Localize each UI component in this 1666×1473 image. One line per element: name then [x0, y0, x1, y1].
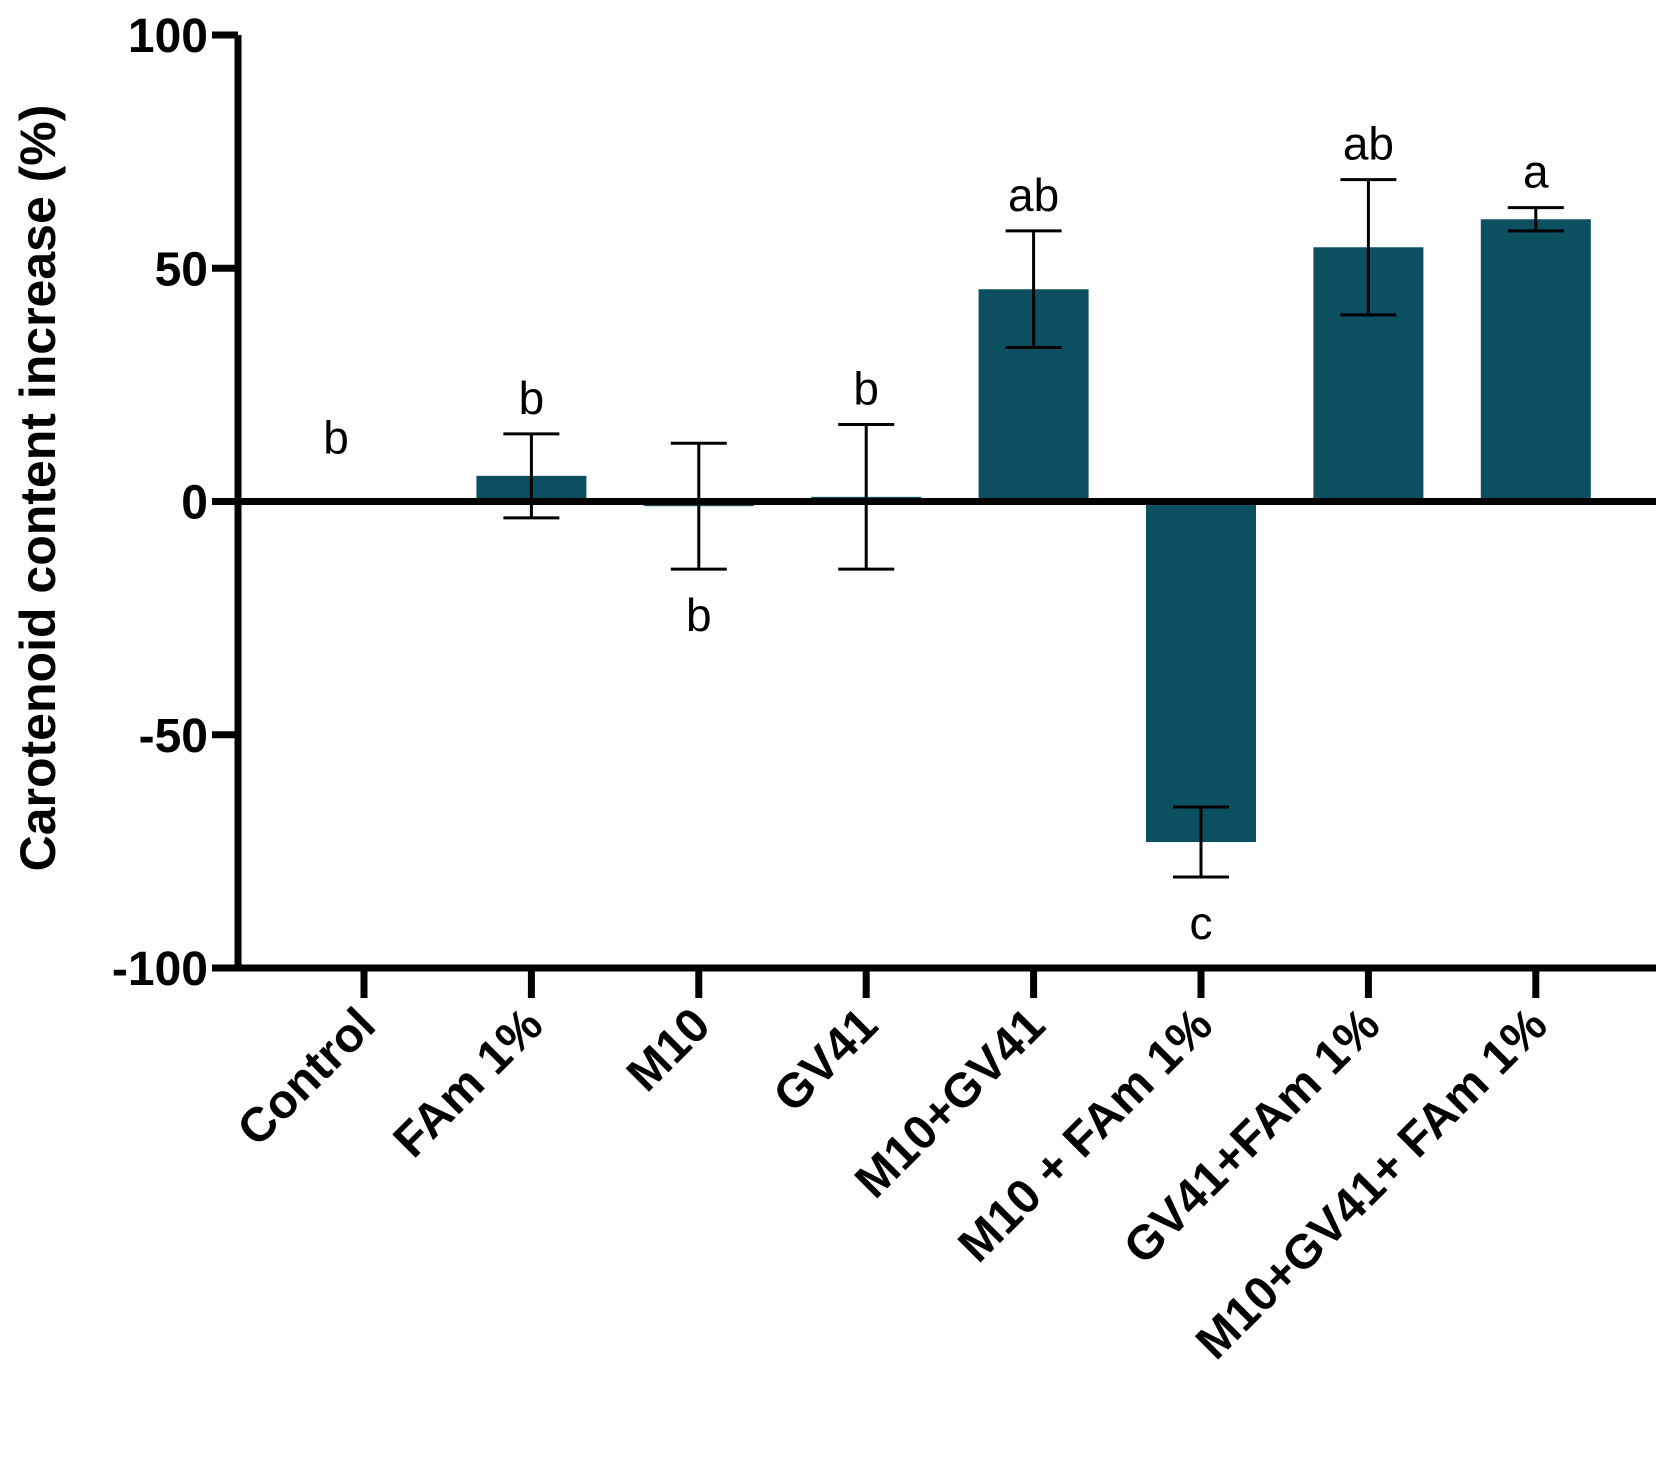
y-axis-title: Carotenoid content increase (%) [10, 105, 66, 872]
axes-layer [234, 35, 1656, 972]
significance-letter-0: b [323, 412, 349, 464]
significance-letters-layer: b b b b ab c ab a [323, 118, 1549, 949]
y-tick-label-2: 0 [181, 477, 208, 530]
error-bar-5 [1173, 805, 1229, 879]
bars-layer [309, 219, 1591, 843]
significance-letter-7: a [1523, 146, 1549, 198]
error-bar-4 [1005, 229, 1062, 350]
x-tick-label-1: FAm 1% [384, 998, 554, 1168]
x-tick-label-2: M10 [617, 998, 721, 1102]
error-bar-6 [1340, 178, 1397, 317]
y-axis-title-group: Carotenoid content increase (%) [10, 105, 66, 872]
error-bars-layer [503, 178, 1564, 879]
significance-letter-4: ab [1008, 169, 1059, 221]
bar-5 [1146, 501, 1256, 843]
significance-letter-2: b [686, 589, 712, 641]
error-bar-3 [838, 423, 895, 571]
significance-letter-6: ab [1343, 118, 1394, 170]
y-tick-label-1: 50 [155, 243, 208, 296]
y-tick-label-3: -50 [139, 710, 208, 763]
significance-letter-3: b [853, 363, 879, 415]
error-bar-2 [670, 441, 727, 571]
significance-letter-5: c [1190, 897, 1213, 949]
x-tick-label-3: GV41 [764, 998, 888, 1122]
error-bar-7 [1507, 206, 1564, 233]
y-tick-label-4: -100 [112, 943, 208, 996]
bar-7 [1480, 219, 1591, 502]
significance-letter-1: b [519, 372, 545, 424]
x-tick-label-0: Control [228, 998, 386, 1156]
y-tick-label-0: 100 [128, 10, 208, 63]
y-ticks-layer: 100 50 0 -50 -100 [112, 10, 238, 996]
